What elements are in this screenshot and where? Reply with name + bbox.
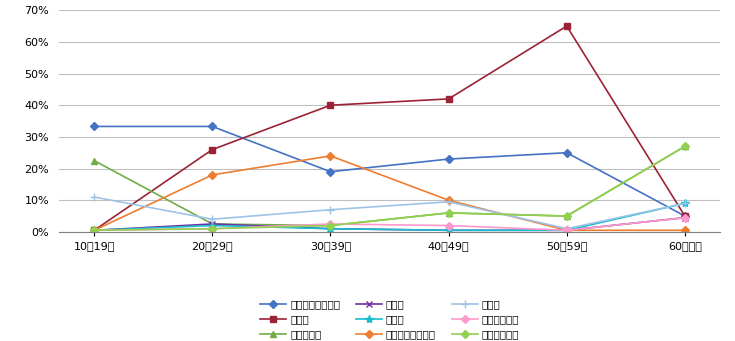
転　動 xyxy=(208,148,217,152)
就　学 xyxy=(326,227,335,231)
結婚・離婚・縁組 xyxy=(562,228,571,232)
住　宅 xyxy=(681,201,689,205)
Line: 結婚・離婚・縁組: 結婚・離婚・縁組 xyxy=(91,153,688,233)
卒　業 xyxy=(444,228,453,232)
生活の利便性 xyxy=(562,214,571,218)
交通の利便性 xyxy=(326,222,335,226)
結婚・離婚・縁組 xyxy=(444,198,453,202)
転　動 xyxy=(562,24,571,28)
就　学 xyxy=(562,228,571,232)
就職・転職・転業 xyxy=(326,170,335,174)
就職・転職・転業 xyxy=(444,157,453,161)
結婚・離婚・縁組 xyxy=(681,228,689,232)
交通の利便性 xyxy=(444,223,453,227)
就　学 xyxy=(90,228,98,232)
Line: 退職・廃業: 退職・廃業 xyxy=(90,143,689,229)
生活の利便性 xyxy=(208,227,217,231)
転　動 xyxy=(681,214,689,218)
就　学 xyxy=(444,228,453,232)
転　動 xyxy=(444,97,453,101)
卒　業 xyxy=(208,223,217,227)
就職・転職・転業 xyxy=(90,124,98,129)
住　宅 xyxy=(444,200,453,204)
就職・転職・転業 xyxy=(562,151,571,155)
就　学 xyxy=(208,222,217,226)
退職・廃業 xyxy=(326,223,335,227)
住　宅 xyxy=(562,227,571,231)
交通の利便性 xyxy=(208,227,217,231)
Line: 卒　業: 卒 業 xyxy=(90,199,689,235)
卒　業 xyxy=(562,228,571,232)
就職・転職・転業 xyxy=(681,214,689,218)
Line: 生活の利便性: 生活の利便性 xyxy=(91,144,688,233)
卒　業 xyxy=(681,201,689,205)
交通の利便性 xyxy=(562,228,571,232)
生活の利便性 xyxy=(90,228,98,232)
退職・廃業 xyxy=(562,214,571,218)
結婚・離婚・縁組 xyxy=(208,173,217,177)
Line: 就職・転職・転業: 就職・転職・転業 xyxy=(91,124,688,219)
生活の利便性 xyxy=(681,144,689,148)
Line: 転　動: 転 動 xyxy=(91,23,688,233)
交通の利便性 xyxy=(681,216,689,220)
卒　業 xyxy=(326,227,335,231)
Line: 就　学: 就 学 xyxy=(90,214,689,234)
結婚・離婚・縁組 xyxy=(326,154,335,158)
就　学 xyxy=(681,216,689,220)
就職・転職・転業 xyxy=(208,124,217,129)
結婚・離婚・縁組 xyxy=(90,228,98,232)
生活の利便性 xyxy=(444,211,453,215)
退職・廃業 xyxy=(681,144,689,148)
住　宅 xyxy=(90,195,98,199)
退職・廃業 xyxy=(90,159,98,163)
Line: 住　宅: 住 宅 xyxy=(90,193,689,233)
転　動 xyxy=(326,103,335,107)
退職・廃業 xyxy=(208,222,217,226)
卒　業 xyxy=(90,228,98,232)
転　動 xyxy=(90,228,98,232)
Line: 交通の利便性: 交通の利便性 xyxy=(91,215,688,233)
交通の利便性 xyxy=(90,228,98,232)
Legend: 就職・転職・転業, 転　動, 退職・廃業, 就　学, 卒　業, 結婚・離婚・縁組, 住　宅, 交通の利便性, 生活の利便性: 就職・転職・転業, 転 動, 退職・廃業, 就 学, 卒 業, 結婚・離婚・縁組… xyxy=(260,299,519,340)
住　宅 xyxy=(326,208,335,212)
生活の利便性 xyxy=(326,223,335,227)
住　宅 xyxy=(208,217,217,221)
退職・廃業 xyxy=(444,211,453,215)
